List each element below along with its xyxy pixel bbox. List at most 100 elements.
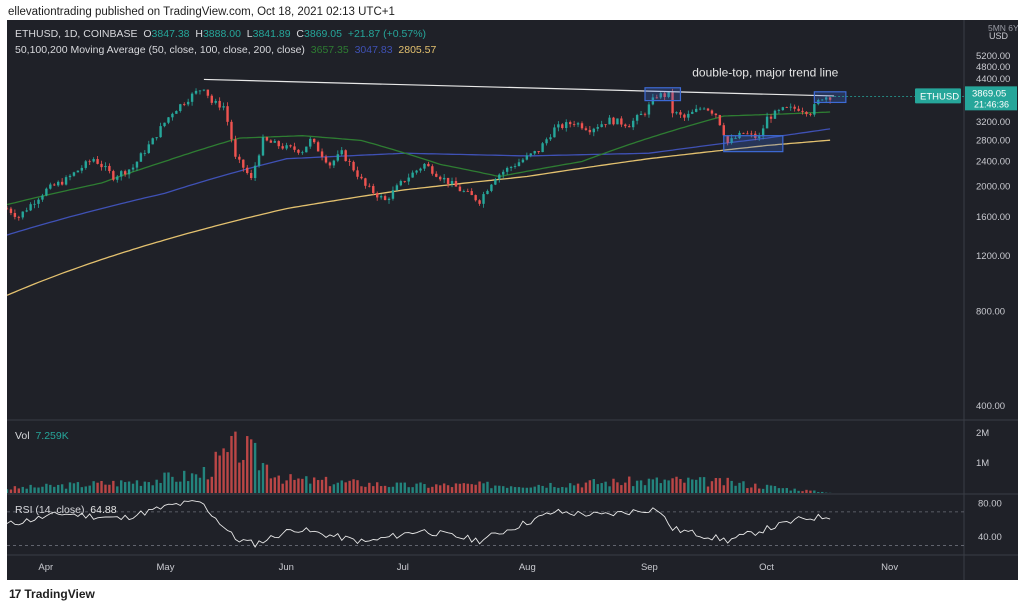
- volume-bar: [663, 479, 666, 493]
- candle-body: [722, 125, 725, 136]
- time-axis-label: Jun: [279, 562, 294, 573]
- volume-bar: [379, 486, 383, 493]
- volume-bar: [190, 473, 194, 493]
- volume-bar: [561, 487, 564, 493]
- candle-body: [84, 161, 87, 168]
- candle-body: [714, 113, 718, 116]
- symbol-badge-label: ETHUSD: [920, 91, 959, 102]
- price-tick-label: 1200.00: [976, 251, 1010, 262]
- candle-body: [183, 104, 186, 106]
- volume-bar: [29, 484, 32, 493]
- volume-bar: [439, 485, 442, 493]
- candle-body: [309, 138, 312, 147]
- volume-bar: [33, 487, 36, 493]
- candle-body: [29, 204, 32, 211]
- volume-bar: [175, 481, 178, 493]
- candle-body: [316, 142, 320, 152]
- volume-bar: [84, 486, 87, 493]
- candle-body: [679, 112, 682, 115]
- price-tick-label: 4800.00: [976, 62, 1010, 73]
- volume-bar: [88, 485, 91, 493]
- last-price-badge: [965, 86, 1017, 111]
- candle-body: [726, 135, 729, 143]
- volume-bar: [7, 489, 9, 493]
- candle-body: [565, 122, 568, 129]
- candle-body: [226, 106, 229, 122]
- volume-bar: [817, 492, 820, 493]
- volume-bar: [108, 484, 111, 493]
- volume-bar: [639, 480, 643, 493]
- trend-line: [203, 78, 835, 97]
- tradingview-logo-icon: 17: [9, 587, 21, 601]
- candle-body: [631, 120, 635, 128]
- ohlc-close: 3869.05: [304, 28, 342, 40]
- volume-bar: [758, 488, 761, 493]
- volume-bar: [49, 484, 52, 493]
- candle-body: [88, 161, 91, 163]
- candle-body: [809, 114, 812, 115]
- volume-bar: [513, 487, 517, 493]
- symbol-info: ETHUSD, 1D, COINBASE: [15, 28, 138, 40]
- candle-body: [427, 163, 430, 167]
- volume-bar: [781, 488, 785, 493]
- price-tick-label: 400.00: [976, 401, 1005, 412]
- volume-bar: [41, 486, 44, 493]
- volume-bar: [261, 463, 265, 493]
- candle-body: [261, 137, 265, 156]
- candle-body: [470, 191, 473, 196]
- chart-area[interactable]: 5MN 6YUSD5200.004800.004400.004000.00360…: [7, 20, 1018, 580]
- volume-bar: [226, 452, 229, 493]
- volume-bar: [372, 486, 375, 493]
- candle-body: [104, 165, 107, 168]
- volume-bar: [474, 484, 477, 493]
- volume-bar: [466, 483, 469, 493]
- volume-bar: [584, 482, 588, 493]
- volume-bar: [13, 486, 17, 493]
- candle-body: [123, 171, 127, 175]
- volume-bar: [53, 486, 56, 493]
- candle-body: [828, 97, 832, 100]
- volume-bar: [486, 481, 489, 493]
- tradingview-logo[interactable]: 17 TradingView: [9, 587, 95, 601]
- volume-bar: [9, 489, 13, 493]
- highlight-box: [813, 91, 847, 104]
- chart-svg[interactable]: 5MN 6YUSD5200.004800.004400.004000.00360…: [7, 20, 1018, 580]
- volume-bar: [628, 476, 631, 493]
- volume-bar: [698, 477, 702, 493]
- volume-bar: [80, 487, 84, 493]
- candle-body: [529, 153, 532, 156]
- volume-bar: [450, 487, 454, 493]
- candle-body: [458, 186, 462, 192]
- volume-bar: [104, 484, 107, 493]
- candle-body: [663, 93, 666, 97]
- candle-body: [785, 107, 788, 108]
- volume-bar: [773, 486, 777, 493]
- volume-bar: [431, 486, 434, 493]
- candle-body: [797, 108, 800, 111]
- candle-body: [446, 177, 450, 184]
- candle-body: [604, 124, 607, 126]
- candle-body: [773, 110, 777, 119]
- axis-top-label: 5MN 6Y: [988, 23, 1018, 33]
- candle-body: [415, 170, 418, 173]
- volume-bar: [301, 478, 304, 493]
- candle-body: [230, 121, 233, 140]
- volume-bar: [289, 474, 292, 493]
- volume-bar: [769, 485, 773, 493]
- candle-body: [671, 92, 674, 114]
- candle-body: [659, 93, 662, 98]
- candle-body: [655, 97, 659, 99]
- volume-bar: [45, 483, 48, 493]
- candle-body: [171, 113, 174, 118]
- candle-body: [793, 106, 796, 109]
- candle-body: [277, 141, 280, 147]
- candle-body: [151, 138, 154, 145]
- candle-body: [143, 152, 147, 154]
- volume-bar: [155, 479, 158, 493]
- candle-body: [273, 141, 277, 143]
- volume-bar: [72, 483, 76, 493]
- candle-body: [553, 127, 556, 138]
- rsi-label: RSI (14, close): [15, 504, 85, 516]
- candle-body: [805, 111, 808, 115]
- volume-bar: [163, 472, 166, 493]
